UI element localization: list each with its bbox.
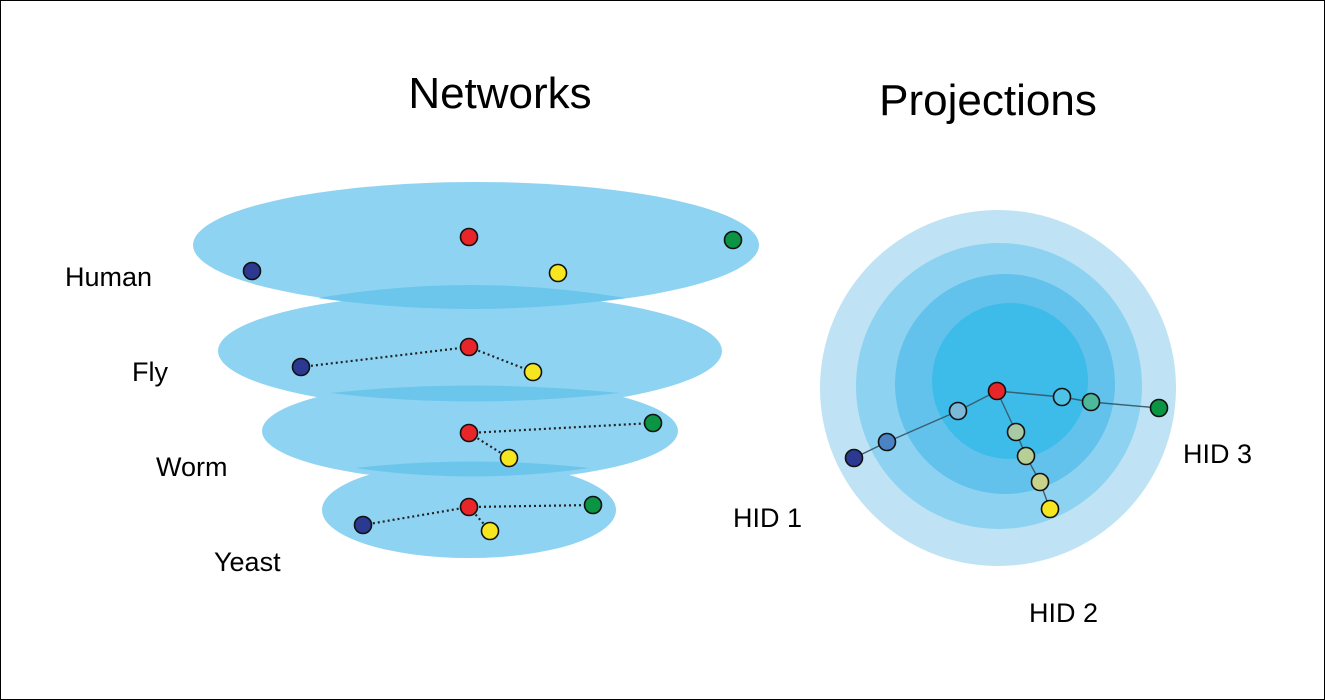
human-node-green <box>723 230 743 250</box>
networks-title: Networks <box>408 69 591 118</box>
ring-inner <box>932 303 1088 459</box>
proj-node-teal <box>1081 392 1101 412</box>
fly-label: Fly <box>132 357 168 387</box>
projections-title: Projections <box>879 76 1097 125</box>
worm-node-green <box>643 413 663 433</box>
fly-edge-blue-red <box>300 345 470 369</box>
proj-node-light-blue <box>948 401 968 421</box>
network-nodes <box>242 227 743 541</box>
projection-nodes <box>844 381 1169 519</box>
path-hid1 <box>853 390 998 459</box>
fly-worm-overlap <box>330 385 620 402</box>
worm-node-yellow <box>499 448 519 468</box>
fly-node-red <box>459 337 479 357</box>
human-label: Human <box>65 262 152 292</box>
proj-node-mid-blue <box>877 432 897 452</box>
human-node-blue <box>242 261 262 281</box>
worm-label: Worm <box>156 452 228 482</box>
yeast-node-green <box>583 495 603 515</box>
hid1-label: HID 1 <box>733 503 802 533</box>
yeast-node-blue <box>353 515 373 535</box>
proj-node-blue <box>844 448 864 468</box>
proj-node-yellow <box>1040 499 1060 519</box>
fly-node-yellow <box>523 362 543 382</box>
yeast-node-red <box>459 497 479 517</box>
hid2-label: HID 2 <box>1029 598 1098 628</box>
proj-node-green <box>1149 398 1169 418</box>
proj-node-khaki <box>1030 472 1050 492</box>
path-hid3 <box>996 390 1160 409</box>
proj-node-sage-1 <box>1006 422 1026 442</box>
fly-node-blue <box>291 357 311 377</box>
human-fly-overlap <box>318 285 626 309</box>
proj-node-cyan <box>1052 387 1072 407</box>
yeast-node-yellow <box>480 521 500 541</box>
yeast-label: Yeast <box>214 547 281 577</box>
worm-edge-red-green <box>468 421 654 435</box>
proj-node-red <box>987 381 1007 401</box>
human-node-red <box>459 227 479 247</box>
worm-yeast-overlap <box>355 461 590 477</box>
human-layer <box>193 182 759 308</box>
worm-node-red <box>459 423 479 443</box>
hid3-label: HID 3 <box>1183 439 1252 469</box>
human-node-yellow <box>548 263 568 283</box>
yeast-edge-red-green <box>468 503 594 509</box>
fly-edge-red-yellow <box>468 345 534 374</box>
proj-node-sage-2 <box>1016 446 1036 466</box>
